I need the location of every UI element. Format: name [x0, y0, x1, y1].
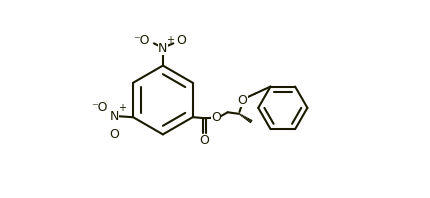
Text: O: O [200, 133, 209, 147]
Text: O: O [212, 111, 221, 124]
Text: O: O [110, 128, 120, 141]
Text: ⁻O: ⁻O [92, 101, 108, 114]
Text: O: O [176, 34, 186, 48]
Text: +: + [166, 35, 174, 45]
Text: ⁻O: ⁻O [133, 34, 150, 48]
Text: O: O [238, 94, 248, 107]
Text: N: N [158, 42, 168, 55]
Text: +: + [117, 103, 126, 113]
Text: N: N [110, 110, 119, 123]
